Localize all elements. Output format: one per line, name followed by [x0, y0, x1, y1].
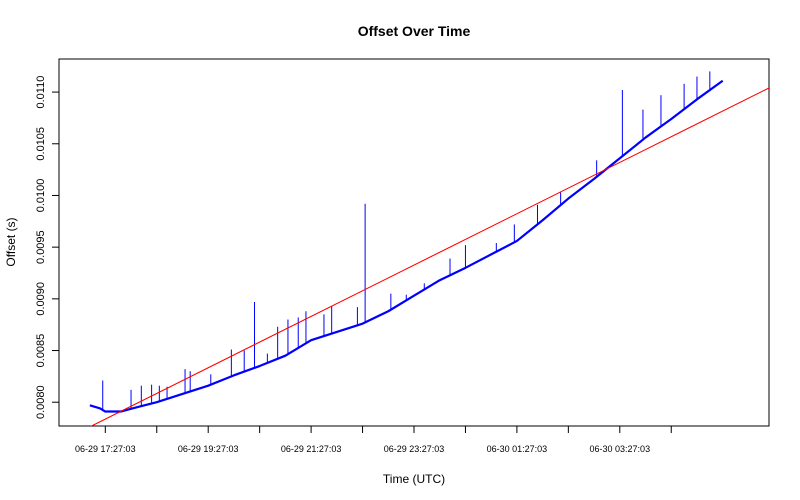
series-1 — [90, 87, 769, 426]
y-tick-label: 0.0080 — [35, 385, 47, 419]
x-tick-label: 06-29 21:27:03 — [281, 444, 342, 454]
y-tick-label: 0.0110 — [35, 76, 47, 109]
x-tick-label: 06-29 23:27:03 — [384, 444, 445, 454]
x-axis-label: Time (UTC) — [383, 472, 445, 486]
y-axis-label: Offset (s) — [4, 217, 18, 266]
y-tick-label: 0.0105 — [35, 127, 47, 161]
plot-frame — [58, 58, 770, 427]
trend-line — [90, 87, 769, 426]
y-tick-label: 0.0090 — [35, 282, 47, 316]
offset-series-line — [89, 79, 724, 413]
y-axis: 0.0080 0.0085 0.0090 0.0095 0.0100 0.0105 0.01… — [35, 76, 59, 419]
plot-area — [89, 71, 769, 426]
x-axis: 06-29 17:27:03 06-29 19:27:03 06-29 21:27:… — [75, 426, 672, 454]
x-tick-label: 06-30 01:27:03 — [487, 444, 548, 454]
y-tick-label: 0.0100 — [35, 179, 47, 213]
x-tick-label: 06-29 17:27:03 — [75, 444, 136, 454]
y-tick-label: 0.0095 — [35, 230, 47, 264]
series-0 — [89, 71, 724, 413]
y-tick-label: 0.0085 — [35, 334, 47, 368]
chart-title: Offset Over Time — [358, 23, 471, 39]
x-tick-label: 06-30 03:27:03 — [590, 444, 651, 454]
x-tick-label: 06-29 19:27:03 — [178, 444, 239, 454]
